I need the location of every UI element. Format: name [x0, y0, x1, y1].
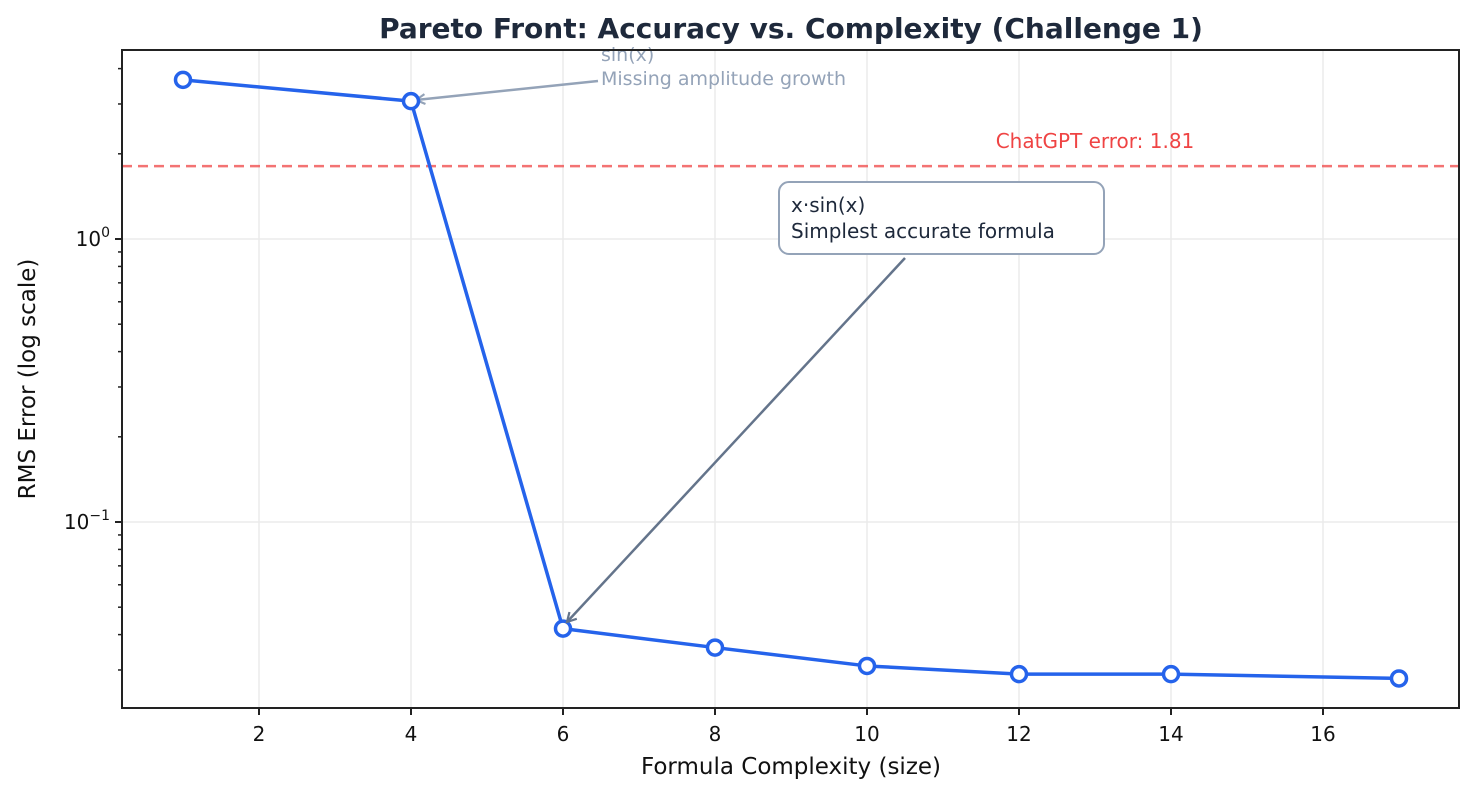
x-tick-label: 8	[709, 722, 722, 746]
x-tick-label: 10	[854, 722, 879, 746]
reference-line-label: ChatGPT error: 1.81	[996, 129, 1195, 153]
x-tick-label: 6	[557, 722, 570, 746]
x-tick-label: 2	[253, 722, 266, 746]
annotation-arrow	[567, 257, 906, 622]
x-tick-label: 16	[1310, 722, 1335, 746]
annotation-sin: sin(x) Missing amplitude growth	[416, 44, 846, 100]
annotation-text-line1: x·sin(x)	[791, 193, 865, 217]
grid	[122, 50, 1459, 708]
data-point-marker	[705, 638, 725, 657]
data-point-marker	[1161, 664, 1181, 684]
chart-title: Pareto Front: Accuracy vs. Complexity (C…	[379, 12, 1203, 45]
plot-frame	[121, 49, 1460, 709]
data-point-marker	[401, 91, 421, 111]
annotation-text-line2: Missing amplitude growth	[601, 68, 846, 90]
x-tick-label: 4	[405, 722, 418, 746]
y-ticks: 100 10−1	[64, 67, 122, 671]
x-axis-label: Formula Complexity (size)	[641, 754, 941, 780]
annotation-text-line2: Simplest accurate formula	[791, 219, 1055, 243]
data-point-marker	[857, 656, 877, 676]
series-polyline	[182, 78, 1400, 681]
annotation-xsin: x·sin(x) Simplest accurate formula	[567, 181, 1105, 622]
data-point-marker	[553, 619, 573, 638]
annotation-arrow	[416, 79, 599, 100]
x-ticks: 2 4 6 8 10 12 14 16	[253, 708, 1336, 746]
x-tick-label: 14	[1158, 722, 1183, 746]
y-tick-label: 10−1	[64, 508, 110, 534]
annotation-box	[778, 181, 1105, 255]
y-axis-label: RMS Error (log scale)	[15, 259, 41, 500]
data-point-marker	[1009, 664, 1029, 684]
series-line	[173, 70, 1409, 688]
annotation-text-line1: sin(x)	[601, 44, 654, 66]
data-point-marker	[173, 70, 193, 90]
x-tick-label: 12	[1006, 722, 1031, 746]
data-point-marker	[1389, 669, 1409, 688]
y-tick-label: 100	[76, 225, 110, 251]
